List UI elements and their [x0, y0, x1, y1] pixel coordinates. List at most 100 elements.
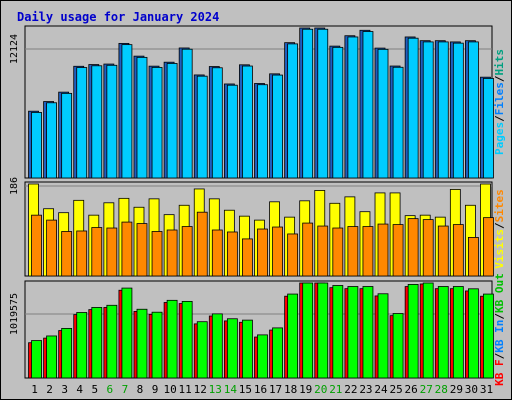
x-label-day-12: 12 — [194, 383, 207, 396]
legend-entry-hits: Hits — [493, 49, 506, 76]
bar-top-files-25 — [392, 66, 404, 179]
bar-middle-sites-15 — [242, 238, 253, 277]
x-label-day-5: 5 — [91, 383, 98, 396]
bar-middle-sites-4 — [76, 230, 88, 277]
legend-entry--: / — [493, 352, 506, 359]
x-label-day-10: 10 — [163, 383, 176, 396]
bar-middle-sites-14 — [226, 231, 238, 277]
x-label-day-6: 6 — [107, 383, 114, 396]
bar-middle-sites-12 — [196, 211, 208, 277]
bar-bottom-kb-in-22 — [347, 286, 359, 379]
legend-entry-visits: Visits — [493, 229, 506, 269]
x-label-day-3: 3 — [61, 383, 68, 396]
bar-top-files-28 — [437, 41, 449, 179]
bar-top-files-4 — [76, 67, 88, 179]
tick-label-bottom: 1019575 — [9, 293, 20, 335]
bar-middle-sites-10 — [166, 229, 178, 277]
legend-entry--: / — [493, 222, 506, 229]
bar-bottom-kb-in-11 — [181, 300, 193, 379]
legend-entry-kb-out: KB Out — [493, 273, 506, 313]
bar-top-files-6 — [106, 64, 118, 179]
bar-top-files-16 — [257, 84, 268, 179]
bar-middle-sites-18 — [287, 233, 299, 277]
bar-bottom-kb-in-19 — [302, 282, 314, 379]
chart-title: Daily usage for January 2024 — [17, 10, 220, 24]
x-label-day-4: 4 — [76, 383, 83, 396]
bar-bottom-kb-in-4 — [76, 312, 88, 379]
bar-middle-sites-26 — [407, 218, 419, 277]
x-label-day-20: 20 — [314, 383, 327, 396]
chart-x-labels: 1 2 3 4 5 6 7 8 9 10 11 12 13 14 15 16 17 18 19 20 21 22 23 24 2… — [31, 383, 493, 396]
x-label-day-2: 2 — [46, 383, 53, 396]
bar-bottom-kb-in-23 — [362, 286, 374, 379]
bar-bottom-kb-in-20 — [317, 282, 329, 379]
bar-middle-sites-23 — [362, 226, 374, 277]
bar-bottom-kb-in-16 — [257, 334, 268, 379]
x-label-day-21: 21 — [329, 383, 342, 396]
bar-middle-sites-8 — [136, 223, 148, 277]
bar-top-files-15 — [242, 65, 253, 179]
bar-top-files-11 — [181, 48, 193, 179]
bar-middle-sites-28 — [437, 225, 449, 277]
bar-middle-sites-5 — [91, 227, 103, 277]
bar-middle-sites-2 — [46, 219, 57, 277]
bar-middle-sites-31 — [483, 217, 494, 277]
bar-bottom-kb-in-18 — [287, 293, 299, 379]
x-label-day-30: 30 — [465, 383, 478, 396]
bar-top-files-30 — [468, 41, 479, 179]
bar-middle-sites-17 — [272, 226, 283, 277]
bar-top-files-8 — [136, 56, 148, 179]
bar-bottom-kb-in-25 — [392, 313, 404, 379]
bar-middle-sites-11 — [181, 226, 193, 277]
bar-middle-sites-22 — [347, 226, 359, 277]
bar-top-files-2 — [46, 102, 57, 179]
legend-entry-kb-in: KB In — [493, 320, 506, 353]
bar-middle-sites-27 — [422, 219, 434, 277]
bar-top-files-5 — [91, 65, 103, 179]
legend-entry--: / — [493, 75, 506, 82]
bar-middle-sites-20 — [317, 225, 329, 277]
bar-middle-sites-6 — [106, 227, 118, 277]
bar-bottom-kb-in-3 — [61, 327, 73, 379]
tick-label-middle: 186 — [9, 177, 20, 195]
bar-bottom-kb-in-17 — [272, 327, 283, 379]
bar-bottom-kb-in-27 — [422, 282, 434, 379]
x-label-day-7: 7 — [122, 383, 129, 396]
legend-entry--: / — [493, 313, 506, 320]
bar-top-files-14 — [226, 84, 238, 179]
bar-top-files-19 — [302, 28, 314, 179]
bar-top-files-24 — [377, 48, 389, 179]
bar-bottom-kb-in-10 — [166, 299, 178, 379]
bar-top-files-21 — [332, 46, 344, 179]
bar-bottom-kb-in-5 — [91, 307, 103, 379]
bar-bottom-kb-in-13 — [211, 313, 223, 379]
legend-top: Pages/Files/Hits — [493, 49, 506, 155]
bar-bottom-kb-in-26 — [407, 284, 419, 379]
x-label-day-25: 25 — [389, 383, 402, 396]
bar-bottom-kb-in-29 — [452, 286, 464, 379]
bar-middle-sites-3 — [61, 231, 73, 277]
bar-top-files-9 — [151, 66, 163, 179]
bar-top-files-31 — [483, 78, 494, 179]
legend-middle: Visits/Sites — [493, 189, 506, 269]
bar-bottom-kb-in-6 — [106, 304, 118, 379]
x-label-day-8: 8 — [137, 383, 144, 396]
x-label-day-29: 29 — [450, 383, 463, 396]
bar-top-files-23 — [362, 31, 374, 179]
bar-top-files-12 — [196, 75, 208, 179]
x-label-day-1: 1 — [31, 383, 38, 396]
bar-middle-sites-24 — [377, 223, 389, 277]
tick-label-top: 12124 — [9, 34, 20, 64]
x-label-day-26: 26 — [405, 383, 418, 396]
x-label-day-27: 27 — [420, 383, 433, 396]
bar-middle-sites-21 — [332, 227, 344, 277]
bar-top-files-18 — [287, 43, 299, 179]
bar-bottom-kb-in-30 — [468, 288, 479, 379]
x-label-day-14: 14 — [224, 383, 238, 396]
bar-top-files-29 — [452, 42, 464, 179]
x-label-day-31: 31 — [480, 383, 493, 396]
bar-top-files-17 — [272, 74, 283, 179]
